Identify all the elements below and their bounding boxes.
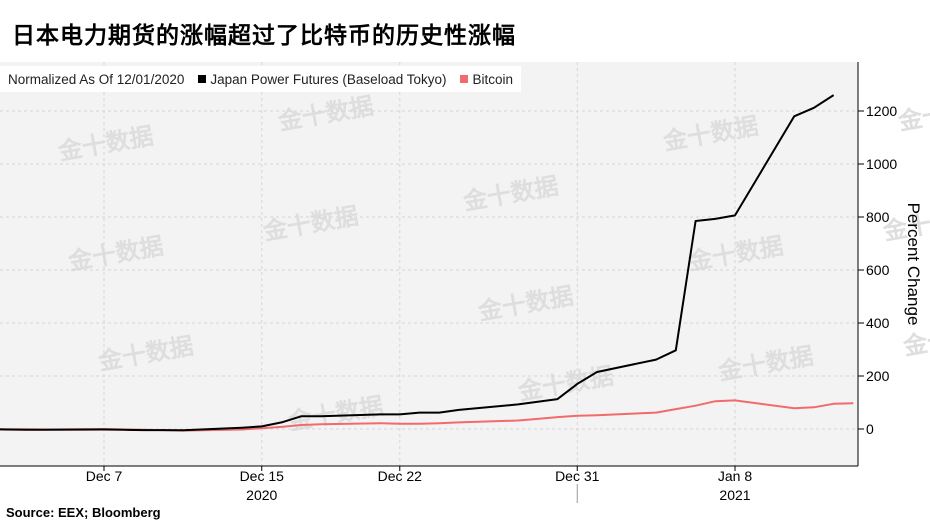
y-tick-label: 1000 bbox=[866, 156, 897, 172]
y-tick-label: 1200 bbox=[866, 103, 897, 119]
x-tick-label: Dec 7 bbox=[86, 468, 123, 484]
plot-area bbox=[0, 62, 858, 466]
watermark-text: 金十数据 bbox=[460, 172, 560, 216]
watermark-text: 金十数据 bbox=[660, 112, 760, 156]
watermark-text: 金十数据 bbox=[95, 332, 195, 376]
x-tick-label: Dec 31 bbox=[555, 468, 600, 484]
y-tick-label: 400 bbox=[866, 315, 890, 331]
series-line-japan-power bbox=[0, 94, 835, 432]
legend-normalization-note: Normalized As Of 12/01/2020 bbox=[8, 71, 185, 87]
x-year-label: 2021 bbox=[719, 487, 750, 503]
legend-label-bitcoin: Bitcoin bbox=[472, 71, 514, 87]
x-tick-label: Dec 22 bbox=[378, 468, 423, 484]
series-line-bitcoin bbox=[0, 399, 854, 432]
legend-swatch-bitcoin bbox=[460, 75, 469, 83]
watermark-text: 金十数据 bbox=[275, 92, 375, 136]
watermark-text: 金十数据 bbox=[475, 282, 575, 326]
legend-swatch-japan bbox=[198, 75, 207, 83]
chart-legend: Normalized As Of 12/01/2020 Japan Power … bbox=[0, 66, 522, 92]
watermark-text: 金十数据 bbox=[260, 202, 360, 246]
legend-item-bitcoin: Bitcoin bbox=[460, 72, 513, 87]
watermark-text: 金十数据 bbox=[55, 122, 155, 166]
chart-headline: 日本电力期货的涨幅超过了比特币的历史性涨幅 bbox=[12, 22, 516, 49]
x-year-label: 2020 bbox=[246, 487, 277, 503]
legend-item-japan: Japan Power Futures (Baseload Tokyo) bbox=[198, 72, 446, 87]
y-tick-label: 600 bbox=[866, 262, 890, 278]
legend-label-japan: Japan Power Futures (Baseload Tokyo) bbox=[210, 71, 447, 87]
y-tick-label: 0 bbox=[866, 421, 874, 437]
watermark-text: 金十数据 bbox=[65, 232, 165, 276]
y-tick-label: 200 bbox=[866, 368, 890, 384]
x-tick-label: Jan 8 bbox=[718, 468, 752, 484]
watermark-text: 金十数据 bbox=[895, 92, 930, 136]
y-axis-title: Percent Change bbox=[904, 203, 923, 326]
y-tick-label: 800 bbox=[866, 209, 890, 225]
source-note: Source: EEX; Bloomberg bbox=[6, 505, 161, 520]
watermark-text: 金十数据 bbox=[715, 342, 815, 386]
x-tick-label: Dec 15 bbox=[240, 468, 285, 484]
watermark-text: 金十数据 bbox=[515, 362, 615, 406]
